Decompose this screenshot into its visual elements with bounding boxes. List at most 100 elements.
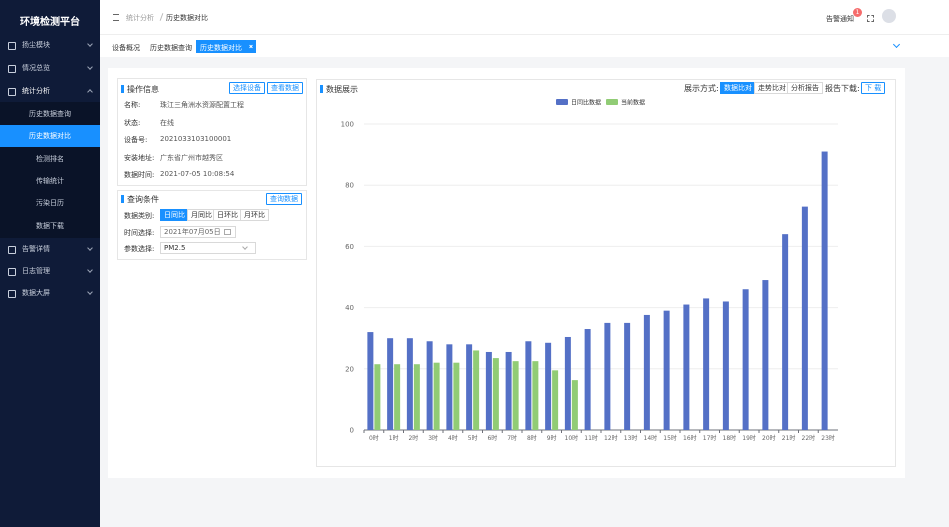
app-title: 环境检测平台: [20, 17, 80, 28]
info-label: 名称:: [124, 101, 141, 109]
x-tick-label: 13时: [624, 434, 638, 442]
menu-item[interactable]: 告警详情: [0, 238, 100, 260]
sidebar: 环境检测平台 扬尘模块 情况总览 统计分析 历史数据查询 历史数据对比 检测排名…: [0, 0, 100, 527]
bar: [643, 314, 650, 430]
x-tick-label: 19时: [742, 434, 756, 442]
legend-swatch: [556, 99, 568, 105]
segment[interactable]: 日环比: [213, 209, 242, 221]
x-tick-label: 23时: [821, 434, 835, 442]
bar: [762, 280, 769, 430]
x-tick-label: 2时: [408, 434, 418, 442]
bar: [545, 342, 552, 430]
submenu-item[interactable]: 数据下载: [36, 222, 64, 230]
tab-bar: [100, 35, 949, 57]
menu-item[interactable]: 统计分析: [0, 80, 100, 102]
bar: [466, 344, 473, 430]
menu-item[interactable]: 日志管理: [0, 260, 100, 282]
bar: [782, 234, 789, 430]
date-input[interactable]: 2021年07月05日: [160, 226, 236, 238]
submenu-item[interactable]: 检测排名: [36, 155, 64, 163]
bar: [821, 151, 828, 430]
panel-title: 操作信息: [121, 84, 159, 95]
menu-label: 数据大屏: [22, 289, 50, 297]
info-label: 设备号:: [124, 136, 148, 144]
tab[interactable]: 历史数据对比: [200, 44, 242, 52]
info-label: 数据时间:: [124, 171, 155, 179]
info-label: 状态:: [124, 118, 141, 127]
bar: [571, 380, 578, 430]
bar: [387, 338, 394, 430]
panel-title: 查询条件: [121, 194, 159, 205]
bar: [453, 362, 460, 430]
submenu-item[interactable]: 传输统计: [36, 177, 64, 185]
menu-item[interactable]: 数据大屏: [0, 282, 100, 304]
info-label: 安装地址:: [124, 153, 155, 162]
select[interactable]: PM2.5: [160, 242, 256, 254]
menu-label: 扬尘模块: [22, 41, 50, 49]
bar: [624, 322, 631, 430]
x-tick-label: 6时: [487, 434, 497, 442]
field-label: 时间选择:: [124, 229, 155, 237]
x-tick-label: 16时: [683, 434, 697, 442]
mode-button[interactable]: 走势比对: [754, 82, 790, 94]
segment[interactable]: 月同比: [187, 209, 216, 221]
bar: [552, 370, 559, 430]
y-tick-label: 20: [345, 365, 354, 373]
mode-button[interactable]: 数据比对: [720, 82, 756, 94]
top-bar: [100, 0, 949, 35]
submenu-item[interactable]: 历史数据对比: [0, 125, 100, 147]
button[interactable]: 查看数据: [267, 82, 303, 94]
button[interactable]: 下 载: [861, 82, 886, 94]
bar: [525, 341, 532, 430]
menu-item[interactable]: 情况总览: [0, 57, 100, 79]
bar: [473, 350, 480, 430]
info-value: 2021-07-05 10:08:54: [160, 170, 235, 178]
segment[interactable]: 日同比: [160, 209, 189, 221]
submenu-item[interactable]: 污染日历: [36, 199, 64, 207]
segment[interactable]: 月环比: [240, 209, 269, 221]
bar: [703, 298, 710, 430]
bar: [446, 344, 453, 430]
bar: [532, 361, 539, 430]
bar: [584, 329, 591, 430]
field-label: 数据类别:: [124, 212, 155, 220]
avatar[interactable]: [882, 9, 896, 23]
tab[interactable]: 历史数据查询: [150, 44, 192, 52]
y-tick-label: 40: [345, 304, 354, 312]
menu-item[interactable]: 扬尘模块: [0, 34, 100, 56]
field-label: 报告下载:: [825, 84, 860, 93]
tab[interactable]: 设备概况: [112, 44, 140, 52]
legend-swatch: [606, 99, 618, 105]
mode-button[interactable]: 分析报告: [787, 82, 823, 94]
x-tick-label: 20时: [762, 434, 776, 442]
bar: [505, 351, 512, 430]
bar: [426, 341, 433, 430]
x-tick-label: 1时: [389, 434, 399, 442]
button[interactable]: 查询数据: [266, 193, 302, 205]
notice[interactable]: 告警通知: [826, 15, 854, 23]
info-value: 广东省广州市越秀区: [160, 153, 223, 162]
menu-label: 告警详情: [22, 245, 50, 253]
submenu-bg: [0, 102, 100, 238]
x-tick-label: 5时: [468, 434, 478, 442]
field-label: 参数选择:: [124, 245, 155, 253]
x-tick-label: 8时: [527, 434, 537, 442]
bar: [413, 364, 420, 430]
tab-active-bg: [196, 40, 256, 53]
info-value: 2021033103100001: [160, 135, 232, 143]
info-value: 在线: [160, 118, 174, 127]
bar: [663, 310, 670, 430]
menu-toggle[interactable]: [113, 14, 119, 21]
calendar-icon: [224, 229, 231, 235]
x-tick-label: 7时: [507, 434, 517, 442]
legend-label: 日同比数据: [571, 99, 601, 107]
bar: [742, 289, 749, 430]
fullscreen-icon[interactable]: [867, 15, 874, 22]
bar: [406, 338, 413, 430]
x-tick-label: 4时: [448, 434, 458, 442]
bar: [374, 364, 381, 430]
button[interactable]: 选择设备: [229, 82, 265, 94]
submenu-item[interactable]: 历史数据查询: [29, 110, 71, 118]
x-tick-label: 10时: [565, 434, 579, 442]
